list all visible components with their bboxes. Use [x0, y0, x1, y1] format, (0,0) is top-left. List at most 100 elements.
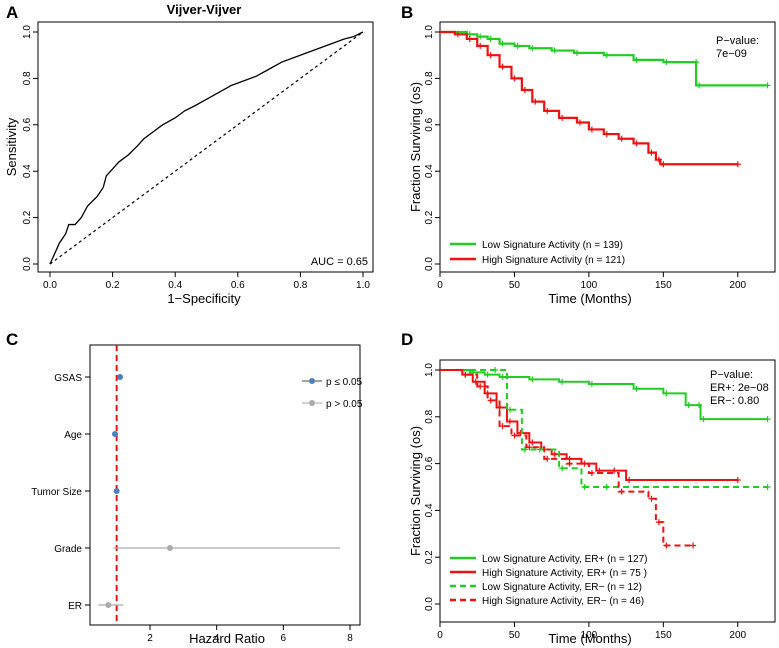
panel-d-ytick-label-4: 0.8 — [424, 409, 435, 423]
panel-a: A Vijver-Vijver 0.0 0.2 0.4 0.6 0.8 1.0 0.0 0.2… — [4, 2, 374, 306]
panel-a-marks: 0.0 0.2 0.4 0.6 0.8 1.0 0.0 0.2 0.4 0.6 0.8 1.0 — [22, 25, 370, 291]
panel-d-series-1 — [440, 369, 738, 481]
panel-c-category-label-2: Tumor Size — [31, 487, 82, 498]
panel-c-legend-ns-point — [309, 400, 315, 406]
panel-d-series-3-censor-10 — [618, 488, 625, 495]
panel-d-plot-box — [439, 359, 776, 623]
panel-d-series-0-censor-5 — [559, 378, 566, 385]
panel-d-series-3-censor-6 — [526, 444, 533, 451]
panel-b-series-0-censor-6 — [529, 45, 536, 52]
panel-d-series-0-censor-7 — [633, 385, 640, 392]
panel-a-ytick-label-4: 0.8 — [22, 71, 33, 85]
panel-d-marks: 0 50 100 150 200 0.0 0.2 0.4 0.6 0.8 1.0 — [424, 363, 771, 641]
panel-b-series-1-censor-12 — [588, 126, 595, 133]
panel-d-series-3-censor-12 — [655, 519, 662, 526]
panel-b-series-1-censor-8 — [532, 98, 539, 105]
panel-d-series-0-censor-end — [764, 416, 771, 423]
panel-d-series-3-censor-9 — [588, 469, 595, 476]
panel-label-a: A — [6, 3, 18, 22]
panel-d-series-0-censor-6 — [588, 381, 595, 388]
panel-d-ytick-label-5: 1.0 — [424, 363, 435, 377]
panel-b-series-1-censor-2 — [466, 35, 473, 42]
panel-d-series-1-censor-2 — [472, 378, 479, 385]
panel-d-xtick-label-0: 0 — [437, 630, 443, 641]
panel-b-ytick-label-4: 0.8 — [424, 71, 435, 85]
panel-c-category-label-4: ER — [68, 601, 82, 612]
panel-b-series-1-censor-3 — [477, 42, 484, 49]
panel-a-xtick-label-3: 0.6 — [231, 280, 245, 291]
panel-b-legend-low: Low Signature Activity (n = 139) — [482, 240, 623, 251]
panel-a-auc-annotation: AUC = 0.65 — [311, 256, 368, 268]
panel-c-legend-sig: p ≤ 0.05 — [326, 377, 363, 388]
panel-label-b: B — [401, 3, 413, 22]
panel-d-series-3-censor-end — [690, 542, 697, 549]
panel-d-series-0-censor-11 — [700, 416, 707, 423]
panel-d: D 0 50 100 150 200 0.0 0.2 0.4 0.6 0.8 1.0 P−value… — [401, 330, 776, 646]
panel-b-series-0-censor-9 — [603, 52, 610, 59]
panel-b-legend: Low Signature Activity (n = 139) High Si… — [450, 240, 625, 266]
panel-c-category-label-0: GSAS — [54, 373, 82, 384]
panel-a-ytick-label-5: 1.0 — [22, 25, 33, 39]
panel-d-series-2-censor-end — [764, 484, 771, 490]
panel-b-ytick-label-2: 0.4 — [424, 164, 435, 178]
panel-b-plot-box — [439, 21, 776, 273]
panel-b-series-0-censor-5 — [514, 42, 521, 49]
panel-c-legend-sig-point — [309, 378, 315, 384]
panel-d-series-3-censor-2 — [477, 383, 484, 390]
panel-d-series-2-censor-2 — [507, 406, 513, 413]
panel-b-series-0-censor-4 — [499, 40, 506, 47]
panel-b-ytick-label-3: 0.6 — [424, 117, 435, 131]
panel-b-xtick-label-0: 0 — [437, 280, 443, 291]
panel-b-ylabel: Fraction Surviving (os) — [408, 82, 423, 212]
panel-b-pvalue-value: 7e−09 — [716, 48, 747, 60]
panel-d-series-1-censor-14 — [626, 476, 633, 483]
panel-a-xtick-label-1: 0.2 — [106, 280, 120, 291]
panel-b-xtick-label-2: 100 — [581, 280, 598, 291]
panel-d-legend-s0: Low Signature Activity, ER+ (n = 127) — [482, 554, 647, 565]
panel-b-ytick-label-5: 1.0 — [424, 25, 435, 39]
panel-d-series-1-censor-5 — [507, 418, 513, 425]
panel-d-legend: Low Signature Activity, ER+ (n = 127) Hi… — [450, 554, 647, 607]
panel-d-series-1-censor-9 — [551, 451, 558, 458]
panel-b-series-1-censor-16 — [648, 149, 655, 156]
panel-d-legend-s1: High Signature Activity, ER+ (n = 75 ) — [482, 568, 647, 579]
panel-b-series-0-censor-7 — [551, 47, 558, 54]
panel-b-series-1-censor-10 — [559, 114, 566, 121]
panel-b-ytick-label-1: 0.2 — [424, 210, 435, 224]
panel-d-xtick-label-4: 200 — [729, 630, 746, 641]
panel-d-series-3-censor-7 — [544, 455, 551, 462]
panel-c-category-label-1: Age — [64, 430, 82, 441]
panel-a-xtick-label-4: 0.8 — [293, 280, 307, 291]
panel-c-xtick-label-3: 8 — [347, 633, 353, 644]
panel-d-pvalue-label: P−value: — [710, 369, 753, 381]
panel-d-xlabel: Time (Months) — [548, 631, 631, 646]
panel-d-xtick-label-1: 50 — [509, 630, 521, 641]
panel-b-series-1-censor-13 — [603, 131, 610, 138]
panel-c-point-1 — [112, 431, 118, 437]
panel-d-series-0-censor-3 — [499, 374, 506, 381]
panel-d-ytick-label-1: 0.2 — [424, 550, 435, 564]
panel-c-xtick-label-1: 4 — [214, 633, 220, 644]
panel-a-ytick-label-1: 0.2 — [22, 210, 33, 224]
panel-c-legend: p ≤ 0.05 p > 0.05 — [302, 377, 363, 410]
panel-b-series-0-censor-2 — [477, 33, 484, 40]
panel-c-point-3 — [167, 545, 173, 551]
panel-d-xtick-label-2: 100 — [581, 630, 598, 641]
panel-b: B 0 50 100 150 200 0.0 0.2 0.4 0.6 0.8 1.0 P−value… — [401, 3, 776, 306]
panel-b-series-1-censor-14 — [618, 135, 625, 142]
panel-d-series-2-censor-1 — [492, 367, 499, 373]
panel-d-series-1-censor-end — [734, 476, 741, 483]
panel-c-plot-box — [89, 344, 361, 626]
panel-d-ylabel: Fraction Surviving (os) — [408, 426, 423, 556]
panel-d-series-2-censor-4 — [536, 446, 543, 453]
panel-d-series-3-censor-5 — [511, 432, 518, 439]
panel-b-marks: 0 50 100 150 200 0.0 0.2 0.4 0.6 0.8 1.0 — [424, 25, 771, 291]
panel-d-pvalue-erpos: ER+: 2e−08 — [710, 382, 769, 394]
panel-c-legend-ns: p > 0.05 — [326, 399, 363, 410]
panel-b-series-1-censor-end — [734, 161, 741, 168]
panel-a-xtick-label-5: 1.0 — [356, 280, 370, 291]
panel-b-series-1-censor-5 — [499, 63, 506, 70]
panel-a-title: Vijver-Vijver — [167, 2, 242, 17]
